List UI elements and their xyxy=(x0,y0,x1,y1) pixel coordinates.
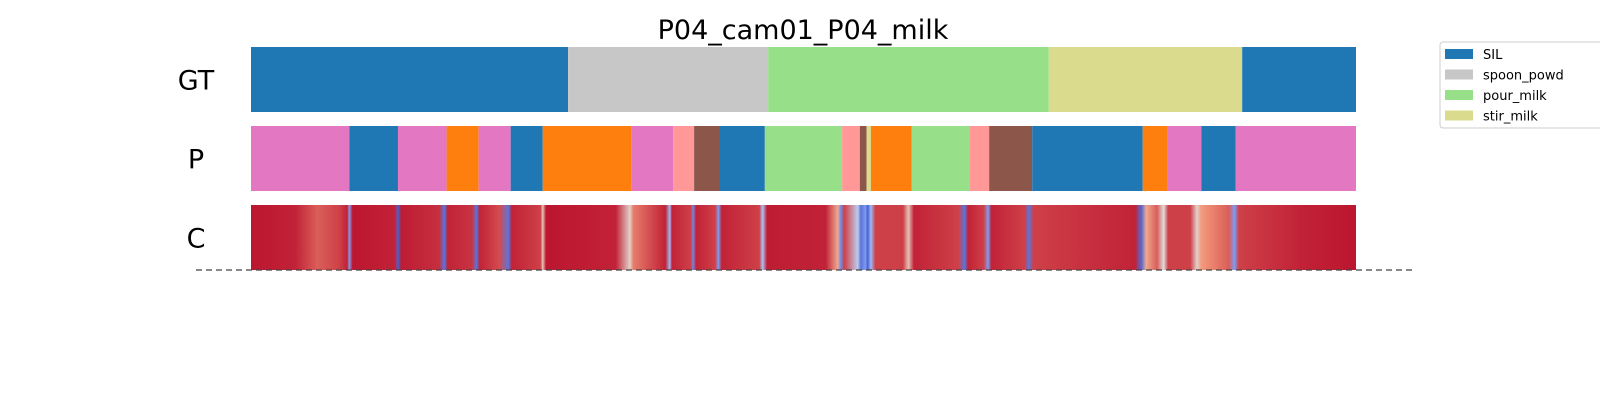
legend-swatch-2 xyxy=(1445,90,1473,100)
legend-swatch-1 xyxy=(1445,69,1473,80)
segment-p-5 xyxy=(510,126,543,191)
legend-swatch-3 xyxy=(1445,110,1473,121)
segment-p-22 xyxy=(1201,126,1236,191)
segment-gt-3 xyxy=(1048,47,1243,112)
segment-p-3 xyxy=(446,126,479,191)
segment-p-1 xyxy=(349,126,398,191)
segment-p-10 xyxy=(719,126,765,191)
segment-p-6 xyxy=(542,126,632,191)
segment-p-13 xyxy=(859,126,867,191)
segment-p-4 xyxy=(478,126,511,191)
legend-label-3: stir_milk xyxy=(1483,110,1538,125)
row-label-c: C xyxy=(187,224,206,255)
legend-box xyxy=(1439,41,1600,129)
chart-title: P04_cam01_P04_milk xyxy=(658,15,949,46)
segment-gt-2 xyxy=(768,47,1049,112)
segment-p-0 xyxy=(251,126,350,191)
segment-p-9 xyxy=(694,126,720,191)
segment-p-12 xyxy=(842,126,860,191)
segment-p-2 xyxy=(397,126,447,191)
segment-p-14 xyxy=(866,126,871,191)
row-label-gt: GT xyxy=(178,66,215,97)
segment-gt-0 xyxy=(251,47,569,112)
segment-p-7 xyxy=(631,126,674,191)
segment-p-16 xyxy=(911,126,970,191)
segment-p-19 xyxy=(1032,126,1143,191)
segment-p-8 xyxy=(673,126,695,191)
legend-label-2: pour_milk xyxy=(1483,89,1547,104)
segment-p-18 xyxy=(989,126,1033,191)
row-label-p: P xyxy=(188,145,204,176)
segment-p-11 xyxy=(764,126,843,191)
segment-gt-1 xyxy=(568,47,769,112)
segment-p-20 xyxy=(1142,126,1168,191)
segment-p-15 xyxy=(870,126,912,191)
legend-swatch-0 xyxy=(1445,49,1473,59)
legend-label-0: SIL xyxy=(1483,48,1503,63)
segment-gt-4 xyxy=(1242,47,1356,112)
segment-p-23 xyxy=(1235,126,1356,191)
segment-p-17 xyxy=(969,126,990,191)
legend: SIL spoon_powd pour_milk stir_milk xyxy=(1439,41,1600,129)
segment-p-21 xyxy=(1167,126,1202,191)
confidence-heatmap xyxy=(251,205,1356,270)
chart-rows: GT P C xyxy=(178,47,1356,270)
legend-label-1: spoon_powd xyxy=(1483,69,1564,84)
